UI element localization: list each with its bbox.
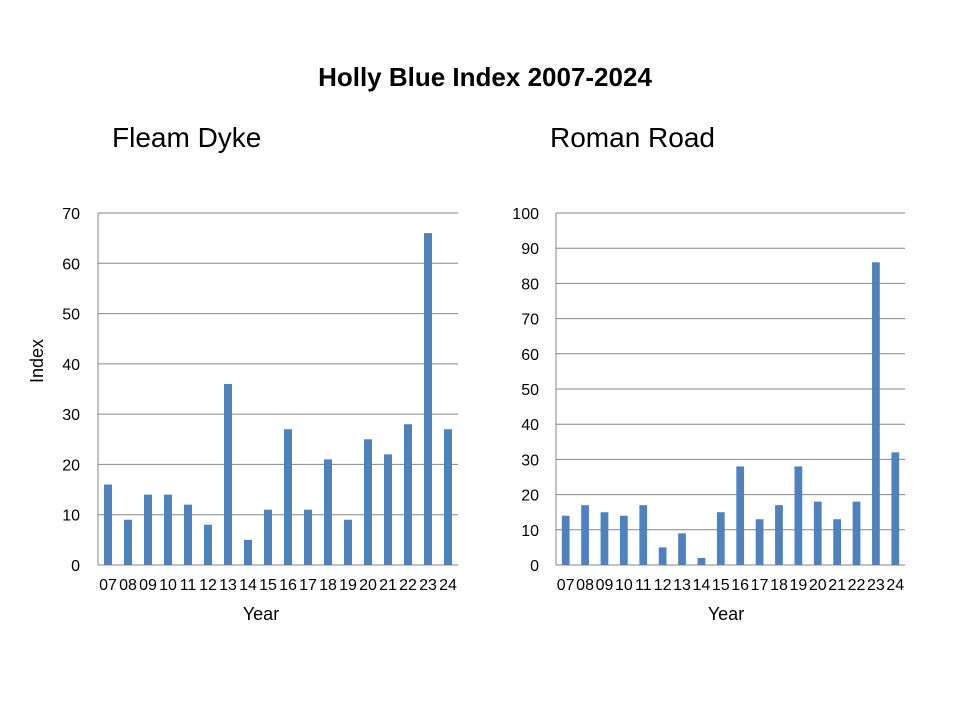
fleam-dyke-y-tick-label: 20 bbox=[62, 457, 80, 474]
roman-road-y-tick-label: 10 bbox=[521, 523, 539, 540]
fleam-dyke-x-tick-label: 16 bbox=[279, 577, 297, 594]
roman-road-y-tick-label: 50 bbox=[521, 382, 539, 399]
roman-road-x-tick-label: 13 bbox=[673, 577, 691, 594]
roman-road-y-tick-label: 0 bbox=[530, 558, 539, 575]
fleam-dyke-bar bbox=[404, 424, 412, 565]
roman-road-x-tick-label: 17 bbox=[751, 577, 769, 594]
roman-road-bar bbox=[600, 512, 609, 565]
roman-road-bar bbox=[813, 501, 822, 565]
roman-road-x-tick-label: 16 bbox=[731, 577, 749, 594]
roman-road-x-tick-label: 19 bbox=[789, 577, 807, 594]
roman-road-bar bbox=[872, 262, 880, 565]
fleam-dyke-x-tick-label: 23 bbox=[419, 577, 437, 594]
fleam-dyke-x-tick-label: 12 bbox=[199, 577, 217, 594]
fleam-dyke-bar bbox=[104, 484, 112, 565]
roman-road-bar bbox=[891, 452, 900, 565]
fleam-dyke-bar bbox=[264, 509, 272, 565]
roman-road-x-tick-label: 15 bbox=[712, 577, 730, 594]
roman-road-bar bbox=[561, 515, 570, 565]
roman-road-bar bbox=[581, 505, 589, 565]
chart-title-fleam-dyke: Fleam Dyke bbox=[112, 122, 262, 153]
fleam-dyke-x-tick-label: 22 bbox=[399, 577, 417, 594]
roman-road-bar bbox=[775, 505, 783, 565]
fleam-dyke-x-tick-label: 18 bbox=[319, 577, 337, 594]
roman-road-bar bbox=[639, 505, 648, 565]
roman-road-y-tick-label: 20 bbox=[521, 488, 539, 505]
fleam-dyke-x-tick-label: 10 bbox=[159, 577, 177, 594]
fleam-dyke-bar bbox=[144, 494, 152, 565]
fleam-dyke-bar bbox=[444, 429, 452, 565]
roman-road-y-tick-label: 40 bbox=[521, 417, 539, 434]
fleam-dyke-y-tick-label: 0 bbox=[71, 558, 80, 575]
roman-road-x-tick-label: 12 bbox=[654, 577, 672, 594]
roman-road-bar bbox=[736, 466, 745, 565]
fleam-dyke-bar bbox=[204, 524, 212, 565]
roman-road-bar bbox=[794, 466, 803, 565]
fleam-dyke-x-tick-label: 08 bbox=[119, 577, 137, 594]
fleam-dyke-x-tick-label: 09 bbox=[139, 577, 157, 594]
roman-road-x-tick-label: 23 bbox=[867, 577, 885, 594]
fleam-dyke-bar bbox=[364, 439, 372, 565]
roman-road-y-tick-label: 70 bbox=[521, 312, 539, 329]
roman-road-x-tick-label: 09 bbox=[596, 577, 614, 594]
fleam-dyke-x-axis-title: Year bbox=[243, 604, 279, 624]
fleam-dyke-bar bbox=[304, 509, 312, 565]
roman-road-bar bbox=[833, 519, 842, 565]
fleam-dyke-x-tick-label: 15 bbox=[259, 577, 277, 594]
chart-title-roman-road: Roman Road bbox=[550, 122, 715, 153]
fleam-dyke-bar bbox=[324, 459, 332, 565]
fleam-dyke-x-tick-label: 07 bbox=[99, 577, 117, 594]
roman-road-x-tick-label: 14 bbox=[693, 577, 711, 594]
fleam-dyke-x-tick-label: 11 bbox=[180, 577, 197, 594]
fleam-dyke-y-axis-title: Index bbox=[27, 339, 47, 383]
roman-road-x-tick-label: 11 bbox=[635, 577, 652, 594]
fleam-dyke-bar bbox=[224, 383, 232, 565]
fleam-dyke-x-tick-label: 13 bbox=[219, 577, 237, 594]
roman-road-y-tick-label: 80 bbox=[521, 276, 539, 293]
roman-road-y-tick-label: 90 bbox=[521, 241, 539, 258]
fleam-dyke-bar bbox=[124, 519, 132, 565]
roman-road-x-tick-label: 07 bbox=[557, 577, 575, 594]
fleam-dyke-bar bbox=[244, 539, 252, 565]
roman-road-y-tick-label: 30 bbox=[521, 452, 539, 469]
fleam-dyke-bar bbox=[164, 494, 172, 565]
roman-road-x-axis-title: Year bbox=[708, 604, 744, 624]
fleam-dyke-y-tick-label: 30 bbox=[62, 407, 80, 424]
fleam-dyke-x-tick-label: 19 bbox=[339, 577, 357, 594]
fleam-dyke-y-tick-label: 70 bbox=[62, 206, 80, 223]
roman-road-x-tick-label: 21 bbox=[828, 577, 846, 594]
fleam-dyke-bar bbox=[424, 233, 432, 565]
roman-road-x-tick-label: 24 bbox=[886, 577, 904, 594]
fleam-dyke-bar bbox=[284, 429, 292, 565]
fleam-dyke-x-tick-label: 24 bbox=[439, 577, 457, 594]
roman-road-x-tick-label: 18 bbox=[770, 577, 788, 594]
roman-road-bar bbox=[678, 533, 686, 565]
fleam-dyke-y-tick-label: 10 bbox=[62, 508, 80, 525]
roman-road-x-tick-label: 08 bbox=[576, 577, 594, 594]
roman-road-y-tick-label: 60 bbox=[521, 347, 539, 364]
roman-road-x-tick-label: 10 bbox=[615, 577, 633, 594]
roman-road-bar bbox=[716, 512, 725, 565]
roman-road-bar bbox=[852, 501, 861, 565]
fleam-dyke-x-tick-label: 17 bbox=[299, 577, 317, 594]
roman-road-x-tick-label: 22 bbox=[848, 577, 866, 594]
fleam-dyke-x-tick-label: 21 bbox=[379, 577, 397, 594]
roman-road-y-tick-label: 100 bbox=[512, 206, 539, 223]
roman-road-bar bbox=[755, 519, 764, 565]
roman-road-x-tick-label: 20 bbox=[809, 577, 827, 594]
fleam-dyke-bar bbox=[344, 519, 352, 565]
fleam-dyke-x-tick-label: 20 bbox=[359, 577, 377, 594]
fleam-dyke-y-tick-label: 60 bbox=[62, 256, 80, 273]
roman-road-bar bbox=[619, 515, 628, 565]
fleam-dyke-bar bbox=[384, 454, 392, 565]
fleam-dyke-bar bbox=[184, 504, 192, 565]
fleam-dyke-y-tick-label: 50 bbox=[62, 307, 80, 324]
roman-road-bar bbox=[658, 547, 667, 565]
fleam-dyke-x-tick-label: 14 bbox=[239, 577, 257, 594]
slide-title: Holly Blue Index 2007-2024 bbox=[318, 62, 652, 92]
roman-road-bar bbox=[697, 557, 706, 565]
fleam-dyke-y-tick-label: 40 bbox=[62, 357, 80, 374]
